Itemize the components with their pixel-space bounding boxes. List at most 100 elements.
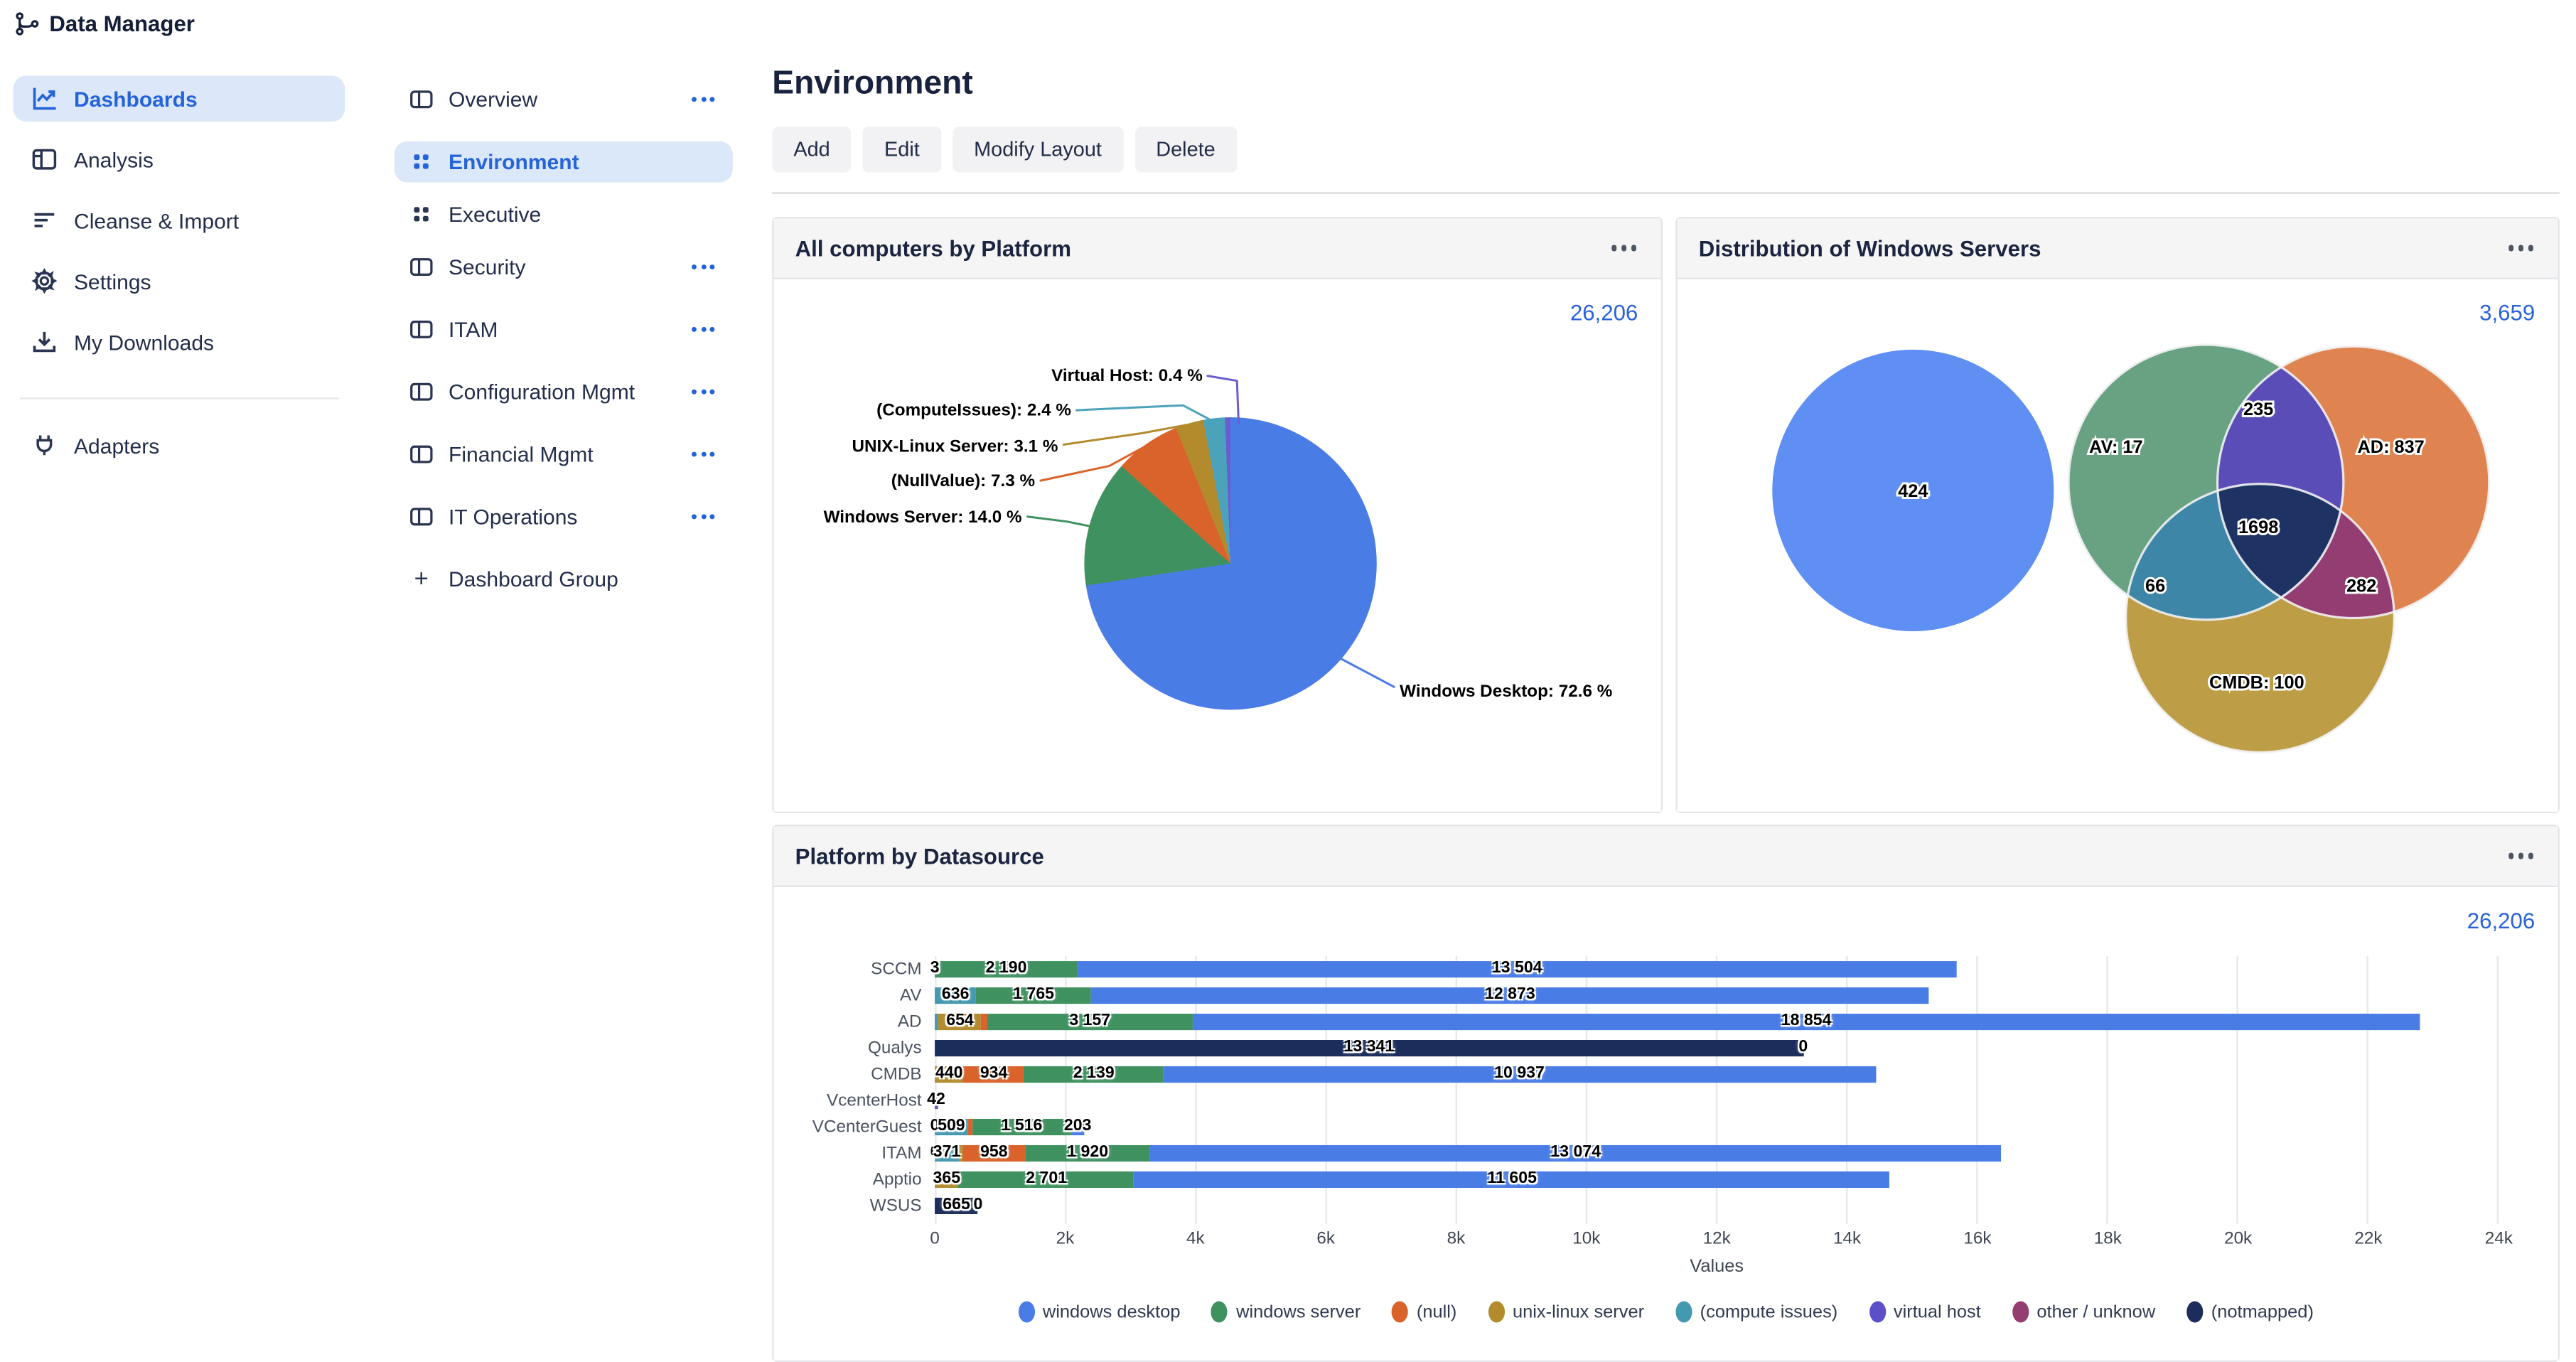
bar-row: 6361 76512 873	[935, 987, 2497, 1004]
sidebar-item-settings[interactable]: Settings	[13, 258, 345, 304]
bar-value-label: 3 157	[1069, 1014, 1110, 1030]
sidebar-item-adapters[interactable]: Adapters	[13, 422, 345, 468]
legend-label: windows desktop	[1043, 1302, 1181, 1322]
item-menu-button[interactable]	[688, 449, 718, 460]
bar-segment[interactable]: 1 765	[976, 987, 1091, 1004]
item-menu-button[interactable]	[688, 511, 718, 522]
bar-segment[interactable]: 2 190	[935, 961, 1078, 977]
legend-item[interactable]: (notmapped)	[2186, 1301, 2314, 1322]
analysis-panel-icon	[31, 146, 58, 173]
bar-segment[interactable]: 654	[939, 1014, 982, 1030]
dashboard-item-itam[interactable]: ITAM	[395, 309, 733, 350]
bar-segment[interactable]: 2 139	[1024, 1066, 1164, 1083]
legend-label: (compute issues)	[1700, 1302, 1838, 1322]
bar-chart[interactable]: SCCMAVADQualysCMDBVcenterHostVCenterGues…	[774, 887, 2558, 1224]
dashboard-item-label: Financial Mgmt	[449, 442, 594, 467]
bar-segment[interactable]: 3 157	[987, 1014, 1193, 1030]
legend-color-dot-icon	[1675, 1301, 1692, 1322]
bar-segment[interactable]: 371	[935, 1145, 959, 1162]
modify-layout-button[interactable]: Modify Layout	[952, 127, 1123, 173]
bar-segment[interactable]: 12 873	[1091, 987, 1929, 1004]
bar-value-label: 958	[980, 1145, 1008, 1162]
total-count: 26,206	[1570, 301, 1638, 326]
card-menu-button[interactable]	[1608, 242, 1640, 254]
add-dashboard-group-label: Dashboard Group	[449, 567, 618, 591]
dashboard-item-environment[interactable]: Environment	[395, 141, 733, 183]
legend-item[interactable]: (null)	[1392, 1301, 1456, 1322]
card-title: Distribution of Windows Servers	[1699, 236, 2041, 261]
bar-segment[interactable]: 203	[1071, 1119, 1085, 1135]
item-menu-button[interactable]	[688, 94, 718, 105]
edit-button[interactable]: Edit	[863, 127, 941, 173]
bar-segment[interactable]: 42	[935, 1093, 938, 1109]
bar-segment[interactable]	[981, 1014, 987, 1030]
bar-segment[interactable]: 509	[935, 1119, 968, 1135]
sidebar-item-my-downloads[interactable]: My Downloads	[13, 318, 345, 365]
bar-segment[interactable]: 2 701	[958, 1171, 1134, 1188]
bar-row: 05091 516203	[935, 1119, 2497, 1135]
bar-category-label: VCenterGuest	[774, 1119, 935, 1135]
bar-segment[interactable]: 1 920	[1025, 1145, 1150, 1162]
bar-segment[interactable]: 13 074	[1150, 1145, 2001, 1162]
legend-label: (null)	[1417, 1302, 1457, 1322]
pie-slice-label: Virtual Host: 0.4 %	[1051, 366, 1203, 386]
dashboard-item-label: Security	[449, 254, 526, 279]
add-button[interactable]: Add	[772, 127, 852, 173]
legend-item[interactable]: unix-linux server	[1488, 1301, 1644, 1322]
card-header: Distribution of Windows Servers	[1678, 218, 2558, 279]
dashboard-item-overview[interactable]: Overview	[395, 79, 733, 120]
bar-segment[interactable]: 13 341	[935, 1040, 1803, 1056]
split-panel-icon	[409, 442, 434, 467]
sidebar-item-analysis[interactable]: Analysis	[13, 136, 345, 183]
bar-segment[interactable]: 958	[963, 1145, 1026, 1162]
legend-item[interactable]: other / unknow	[2012, 1301, 2155, 1322]
legend-item[interactable]: (compute issues)	[1675, 1301, 1837, 1322]
bar-segment[interactable]: 440	[935, 1066, 963, 1083]
dashboard-item-configuration-mgmt[interactable]: Configuration Mgmt	[395, 371, 733, 412]
item-menu-button[interactable]	[688, 386, 718, 397]
sidebar-item-label: My Downloads	[74, 329, 214, 354]
bar-segment[interactable]: 10 937	[1164, 1066, 1876, 1083]
dashboard-item-it-operations[interactable]: IT Operations	[395, 496, 733, 537]
add-dashboard-group-button[interactable]: + Dashboard Group	[395, 559, 733, 600]
sidebar-item-dashboards[interactable]: Dashboards	[13, 75, 345, 122]
bar-segment[interactable]: 13 504	[1078, 961, 1957, 977]
x-axis-tick-label: 0	[930, 1229, 940, 1249]
legend-item[interactable]: virtual host	[1869, 1301, 1981, 1322]
dashboard-item-label: Executive	[449, 202, 541, 227]
bar-segment[interactable]: 636	[935, 987, 976, 1004]
dashboard-item-executive[interactable]: Executive	[395, 194, 733, 235]
split-panel-icon	[409, 87, 434, 112]
delete-button[interactable]: Delete	[1134, 127, 1237, 173]
legend-item[interactable]: windows server	[1211, 1301, 1361, 1322]
split-panel-icon	[409, 505, 434, 530]
bar-segment[interactable]: 665	[935, 1198, 978, 1214]
grid-icon	[409, 153, 434, 171]
dashboard-item-security[interactable]: Security	[395, 247, 733, 288]
bar-row: 13 3410	[935, 1040, 2497, 1056]
page-actions: Add Edit Modify Layout Delete	[772, 127, 2560, 173]
dashboard-item-financial-mgmt[interactable]: Financial Mgmt	[395, 434, 733, 475]
item-menu-button[interactable]	[688, 261, 718, 272]
bar-value-label: 1 920	[1067, 1145, 1108, 1162]
pie-chart[interactable]	[1084, 417, 1376, 709]
legend-label: virtual host	[1894, 1302, 1981, 1322]
bar-category-label: SCCM	[774, 961, 935, 977]
card-menu-button[interactable]	[2504, 849, 2536, 862]
bar-segment[interactable]: 934	[963, 1066, 1024, 1083]
bar-segment[interactable]: 365	[935, 1171, 958, 1188]
venn-region-label: CMDB: 100	[2209, 673, 2304, 693]
item-menu-button[interactable]	[688, 323, 718, 335]
sidebar-item-label: Adapters	[74, 433, 159, 458]
sidebar-item-cleanse-import[interactable]: Cleanse & Import	[13, 197, 345, 243]
legend-color-dot-icon	[1488, 1301, 1504, 1322]
venn-diagram[interactable]: 424AV: 17AD: 837CMDB: 100235662821698	[1678, 279, 2558, 810]
sidebar-item-label: Settings	[74, 269, 151, 294]
legend-item[interactable]: windows desktop	[1018, 1301, 1180, 1322]
bar-segment[interactable]: 11 605	[1134, 1171, 1890, 1188]
bar-segment[interactable]: 18 854	[1193, 1014, 2420, 1030]
bar-segment[interactable]: 1 516	[972, 1119, 1071, 1135]
bar-row: 3652 70111 605	[935, 1171, 2497, 1188]
split-panel-icon	[409, 254, 434, 279]
card-menu-button[interactable]	[2504, 242, 2536, 254]
